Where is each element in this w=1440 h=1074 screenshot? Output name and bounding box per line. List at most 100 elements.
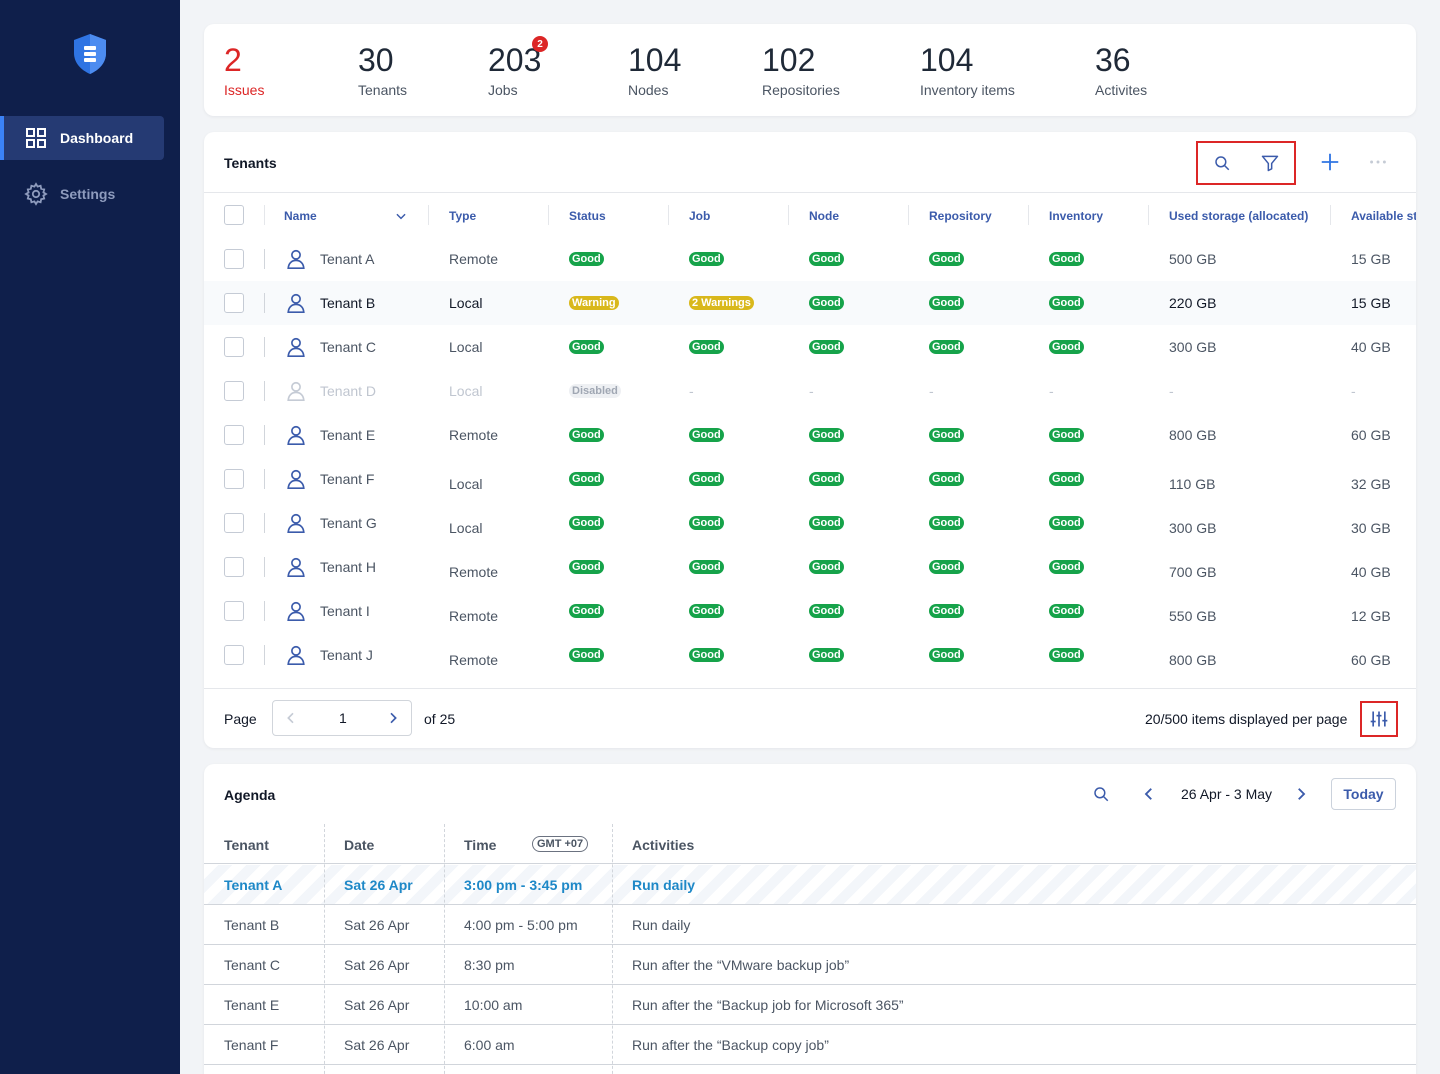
stat-repositories[interactable]: 102 Repositories (762, 42, 840, 98)
column-header-status[interactable]: Status (569, 209, 606, 223)
column-settings-button[interactable] (1360, 701, 1398, 737)
sidebar-item-dashboard[interactable]: Dashboard (0, 116, 164, 160)
table-row[interactable]: Tenant D Local Disabled - - - - - - (204, 369, 1416, 413)
search-button[interactable] (1210, 151, 1234, 175)
status-badge: Good (569, 252, 604, 266)
tenant-name-link[interactable]: Tenant F (320, 471, 375, 487)
agenda-search-button[interactable] (1089, 782, 1113, 806)
agenda-row[interactable]: Tenant B Sat 26 Apr 4:00 pm - 5:00 pm Run d… (204, 905, 1416, 945)
column-header-name[interactable]: Name (284, 209, 317, 223)
inventory-badge: Good (1049, 428, 1084, 442)
node-badge: Good (809, 604, 844, 618)
column-header-available-storage[interactable]: Available st (1351, 209, 1416, 223)
row-checkbox[interactable] (224, 293, 244, 313)
row-checkbox[interactable] (224, 337, 244, 357)
tenant-type: Remote (449, 251, 499, 267)
row-divider (264, 249, 265, 269)
previous-week-button[interactable] (1137, 782, 1161, 806)
column-header-repository[interactable]: Repository (929, 209, 992, 223)
tenant-name-link[interactable]: Tenant A (320, 251, 375, 267)
job-value: - (689, 383, 694, 399)
agenda-time: 6:00 am (464, 1037, 515, 1053)
tenant-type: Local (449, 383, 483, 399)
row-checkbox[interactable] (224, 645, 244, 665)
next-week-button[interactable] (1289, 782, 1313, 806)
column-divider (1330, 205, 1331, 225)
sidebar-item-settings[interactable]: Settings (0, 172, 164, 216)
user-icon (287, 249, 305, 269)
stat-nodes[interactable]: 104 Nodes (628, 42, 681, 98)
row-checkbox[interactable] (224, 425, 244, 445)
column-header-node[interactable]: Node (809, 209, 839, 223)
job-badge: Good (689, 516, 724, 530)
tenant-name-link[interactable]: Tenant G (320, 515, 377, 531)
user-icon (287, 645, 305, 665)
table-row[interactable]: Tenant I Remote Good Good Good Good Good 550 GB… (204, 589, 1416, 633)
column-header-inventory[interactable]: Inventory (1049, 209, 1104, 223)
row-checkbox[interactable] (224, 557, 244, 577)
filter-button[interactable] (1258, 151, 1282, 175)
current-page-input[interactable]: 1 (339, 710, 347, 726)
available-storage-value: 60 GB (1351, 652, 1391, 668)
add-tenant-button[interactable] (1318, 150, 1342, 174)
row-checkbox[interactable] (224, 601, 244, 621)
sidebar-item-label: Settings (60, 186, 116, 202)
agenda-tenant: Tenant F (224, 1037, 279, 1053)
column-header-job[interactable]: Job (689, 209, 711, 223)
tenant-name-link[interactable]: Tenant D (320, 383, 377, 399)
row-checkbox[interactable] (224, 513, 244, 533)
agenda-tenant: Tenant B (224, 917, 280, 933)
row-checkbox[interactable] (224, 381, 244, 401)
chevron-right-icon[interactable] (385, 710, 401, 726)
inventory-value: - (1049, 383, 1054, 399)
column-divider (428, 205, 429, 225)
column-header-used-storage[interactable]: Used storage (allocated) (1169, 209, 1309, 223)
node-badge: Good (809, 648, 844, 662)
row-checkbox[interactable] (224, 249, 244, 269)
tenant-name-link[interactable]: Tenant H (320, 559, 377, 575)
table-row[interactable]: Tenant J Remote Good Good Good Good Good 800 GB… (204, 633, 1416, 677)
table-row[interactable]: Tenant B Local Warning 2 Warnings Good Good Go… (204, 281, 1416, 325)
node-badge: Good (809, 560, 844, 574)
used-storage-value: 800 GB (1169, 427, 1217, 443)
agenda-row[interactable]: Tenant E Sat 26 Apr 10:00 am Run after the … (204, 985, 1416, 1025)
tenant-name-link[interactable]: Tenant C (320, 339, 377, 355)
column-header-type[interactable]: Type (449, 209, 477, 223)
table-row[interactable]: Tenant H Remote Good Good Good Good Good 700 GB… (204, 545, 1416, 589)
tenant-name-link[interactable]: Tenant E (320, 427, 376, 443)
agenda-row[interactable]: Tenant C Sat 26 Apr 8:30 pm Run after the “… (204, 945, 1416, 985)
tenant-name-link[interactable]: Tenant I (320, 603, 370, 619)
agenda-row[interactable]: Tenant A Sat 26 Apr 3:00 pm - 3:45 pm Run d… (204, 865, 1416, 905)
table-row[interactable]: Tenant C Local Good Good Good Good Good 300 GB 4… (204, 325, 1416, 369)
row-divider (264, 645, 265, 665)
stat-label: Nodes (628, 82, 669, 98)
table-row[interactable]: Tenant E Remote Good Good Good Good Good 800 GB… (204, 413, 1416, 457)
tenant-name-link[interactable]: Tenant B (320, 295, 376, 311)
agenda-card: Agenda 26 Apr - 3 May Today Tenant Date … (204, 764, 1416, 1074)
stat-label: Issues (224, 82, 265, 98)
stat-issues[interactable]: 2 Issues (224, 42, 264, 98)
chevron-left-icon[interactable] (283, 710, 299, 726)
tenant-name-link[interactable]: Tenant J (320, 647, 373, 663)
used-storage-value: 110 GB (1169, 476, 1216, 492)
stat-label: Repositories (762, 82, 840, 98)
select-all-checkbox[interactable] (224, 205, 244, 225)
row-checkbox[interactable] (224, 469, 244, 489)
stat-jobs[interactable]: 203 2 Jobs (488, 36, 548, 98)
chevron-down-icon[interactable] (394, 209, 408, 223)
user-icon (287, 425, 305, 445)
stat-inventory[interactable]: 104 Inventory items (920, 42, 1015, 98)
node-badge: Good (809, 472, 844, 486)
table-row[interactable]: Tenant G Local Good Good Good Good Good 300 GB 3… (204, 501, 1416, 545)
more-options-button[interactable] (1366, 150, 1390, 174)
row-divider (264, 381, 265, 401)
today-button[interactable]: Today (1331, 778, 1396, 810)
stat-activities[interactable]: 36 Activites (1095, 42, 1147, 98)
table-row[interactable]: Tenant F Local Good Good Good Good Good 110 GB 3… (204, 457, 1416, 501)
agenda-row[interactable]: Tenant F Sat 26 Apr 6:00 am Run after the “… (204, 1025, 1416, 1065)
stat-tenants[interactable]: 30 Tenants (358, 42, 407, 98)
stat-value: 30 (358, 42, 394, 78)
inventory-badge: Good (1049, 560, 1084, 574)
table-row[interactable]: Tenant A Remote Good Good Good Good Good 500 GB… (204, 237, 1416, 281)
inventory-badge: Good (1049, 648, 1084, 662)
